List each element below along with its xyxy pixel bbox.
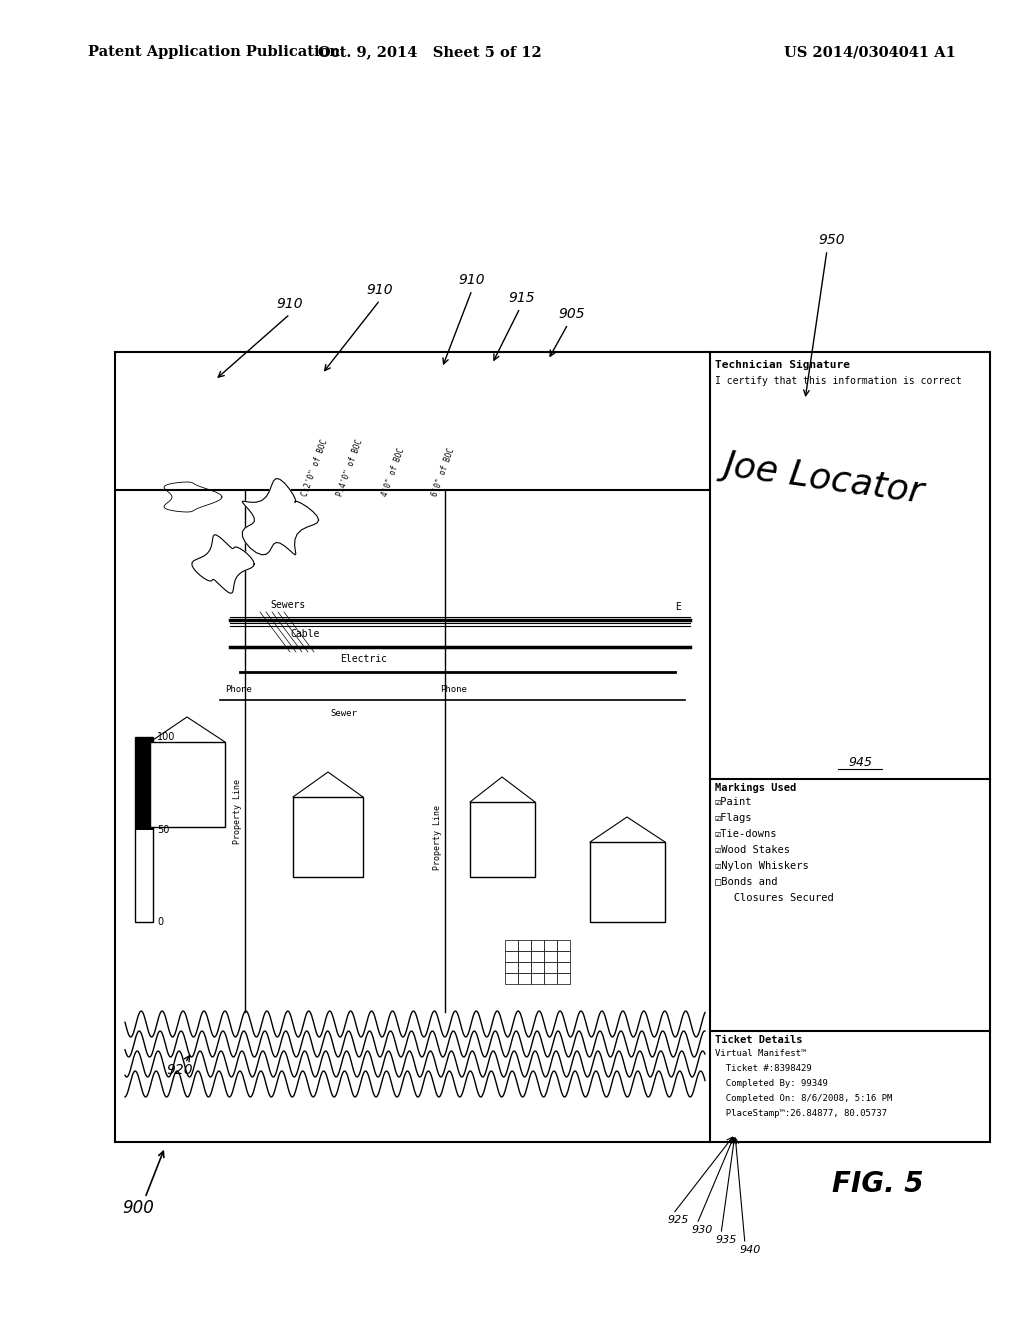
Text: Cable: Cable bbox=[290, 630, 319, 639]
Text: Virtual Manifest™: Virtual Manifest™ bbox=[715, 1049, 806, 1059]
Text: ☑Nylon Whiskers: ☑Nylon Whiskers bbox=[715, 861, 809, 871]
Text: 50: 50 bbox=[157, 825, 169, 836]
Text: 0: 0 bbox=[157, 917, 163, 927]
Bar bbox=[590, 842, 665, 921]
Bar bbox=[544, 962, 557, 973]
Bar bbox=[531, 950, 544, 962]
Text: 100: 100 bbox=[157, 733, 175, 742]
Text: Ticket #:8398429: Ticket #:8398429 bbox=[715, 1064, 812, 1073]
Text: 950: 950 bbox=[818, 234, 846, 247]
Bar bbox=[531, 940, 544, 950]
Text: Ticket Details: Ticket Details bbox=[715, 1035, 803, 1045]
Bar bbox=[557, 940, 570, 950]
Text: Phone: Phone bbox=[440, 685, 467, 694]
Bar bbox=[544, 950, 557, 962]
Bar bbox=[505, 940, 518, 950]
Text: Phone: Phone bbox=[225, 685, 252, 694]
Bar bbox=[135, 737, 153, 921]
Text: ☑Wood Stakes: ☑Wood Stakes bbox=[715, 845, 790, 854]
Text: 920: 920 bbox=[167, 1063, 194, 1077]
Bar bbox=[544, 973, 557, 983]
Text: P:4'0" of BOC: P:4'0" of BOC bbox=[335, 438, 364, 498]
Text: Electric: Electric bbox=[340, 653, 387, 664]
Text: Closures Secured: Closures Secured bbox=[715, 892, 834, 903]
Text: FIG. 5: FIG. 5 bbox=[833, 1170, 924, 1199]
Text: PlaceStamp™:26.84877, 80.05737: PlaceStamp™:26.84877, 80.05737 bbox=[715, 1109, 887, 1118]
Bar bbox=[544, 940, 557, 950]
Text: 900: 900 bbox=[122, 1199, 154, 1217]
Bar bbox=[557, 962, 570, 973]
Text: ☑Tie-downs: ☑Tie-downs bbox=[715, 829, 777, 838]
Text: 940: 940 bbox=[740, 1245, 762, 1255]
Bar bbox=[518, 950, 531, 962]
Text: Technician Signature: Technician Signature bbox=[715, 360, 850, 370]
Bar bbox=[293, 797, 362, 876]
Text: 930: 930 bbox=[692, 1225, 714, 1236]
Text: □Bonds and: □Bonds and bbox=[715, 876, 777, 887]
Text: Oct. 9, 2014   Sheet 5 of 12: Oct. 9, 2014 Sheet 5 of 12 bbox=[318, 45, 542, 59]
Polygon shape bbox=[243, 478, 318, 554]
Text: 905: 905 bbox=[559, 308, 586, 321]
Text: 6'0" of BOC: 6'0" of BOC bbox=[430, 447, 456, 498]
Text: 910: 910 bbox=[367, 282, 393, 297]
Text: I certify that this information is correct: I certify that this information is corre… bbox=[715, 376, 962, 385]
Bar bbox=[531, 962, 544, 973]
Text: Patent Application Publication: Patent Application Publication bbox=[88, 45, 340, 59]
Text: US 2014/0304041 A1: US 2014/0304041 A1 bbox=[784, 45, 956, 59]
Text: 925: 925 bbox=[668, 1214, 689, 1225]
Bar bbox=[115, 352, 990, 1142]
Text: Sewer: Sewer bbox=[330, 709, 357, 718]
Text: Completed By: 99349: Completed By: 99349 bbox=[715, 1080, 827, 1089]
Bar bbox=[531, 973, 544, 983]
Text: Property Line: Property Line bbox=[433, 804, 442, 870]
Bar bbox=[557, 950, 570, 962]
Text: Completed On: 8/6/2008, 5:16 PM: Completed On: 8/6/2008, 5:16 PM bbox=[715, 1094, 892, 1104]
Text: 945: 945 bbox=[848, 755, 872, 768]
Text: ☑Paint: ☑Paint bbox=[715, 796, 753, 807]
Text: 910: 910 bbox=[276, 297, 303, 312]
Text: ☑Flags: ☑Flags bbox=[715, 813, 753, 822]
Bar bbox=[518, 940, 531, 950]
Bar bbox=[505, 973, 518, 983]
Text: 915: 915 bbox=[509, 290, 536, 305]
Text: 935: 935 bbox=[716, 1236, 737, 1245]
Bar bbox=[557, 973, 570, 983]
Bar bbox=[135, 738, 153, 830]
Bar bbox=[518, 973, 531, 983]
Text: Markings Used: Markings Used bbox=[715, 783, 797, 792]
Text: 910: 910 bbox=[459, 273, 485, 286]
Text: C:2'0" of BOC: C:2'0" of BOC bbox=[300, 438, 329, 498]
Text: 4'0" of BOC: 4'0" of BOC bbox=[380, 447, 406, 498]
Text: E: E bbox=[675, 602, 681, 612]
Text: Sewers: Sewers bbox=[270, 601, 305, 610]
Bar bbox=[505, 962, 518, 973]
Bar bbox=[470, 803, 535, 876]
Polygon shape bbox=[193, 535, 254, 593]
Bar bbox=[150, 742, 225, 828]
Bar bbox=[518, 962, 531, 973]
Text: Property Line: Property Line bbox=[233, 780, 242, 845]
Text: Joe Locator: Joe Locator bbox=[722, 447, 927, 508]
Bar bbox=[505, 950, 518, 962]
